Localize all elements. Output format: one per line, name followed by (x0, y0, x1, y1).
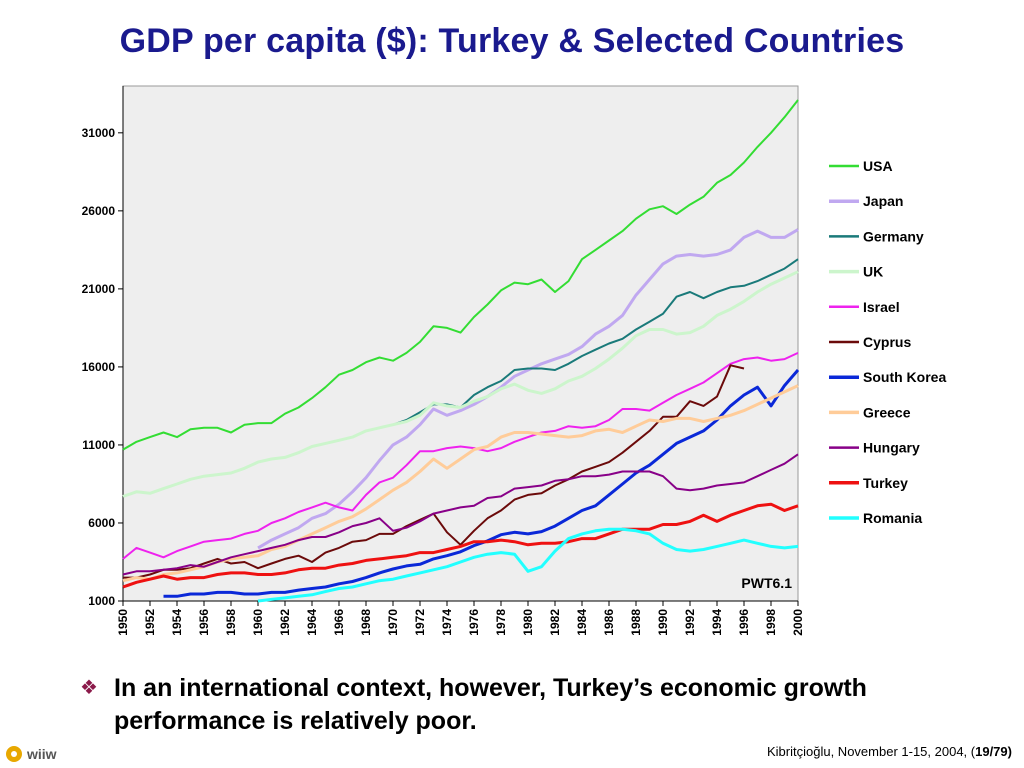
x-tick-label: 1996 (737, 609, 751, 636)
x-tick-label: 1960 (251, 609, 265, 636)
legend-label-romania: Romania (863, 510, 922, 526)
legend-label-south-korea: South Korea (863, 369, 946, 385)
logo-text: wiiw (27, 746, 57, 762)
y-tick-label: 6000 (88, 516, 115, 530)
series-line-japan (257, 228, 799, 550)
x-tick-label: 1958 (224, 609, 238, 636)
plot-area (122, 85, 799, 602)
chart-legend: USA Japan Germany UK Israel Cyprus South Korea… (829, 158, 946, 526)
series-line-greece (122, 384, 799, 583)
x-tick-label: 1972 (413, 609, 427, 636)
x-tick-label: 1982 (548, 609, 562, 636)
x-tick-label: 1968 (359, 609, 373, 636)
y-tick-label: 31000 (82, 126, 116, 140)
y-tick-label: 16000 (82, 360, 116, 374)
footer-close: ) (1007, 744, 1012, 759)
page-number: 19/79 (975, 744, 1008, 759)
legend-label-japan: Japan (863, 193, 903, 209)
slide-footer: Kibritçioğlu, November 1-15, 2004, (19/7… (767, 744, 1012, 759)
footer-text: Kibritçioğlu, November 1-15, 2004, ( (767, 744, 976, 759)
gdp-line-chart: 1000 6000 11000 16000 21000 26000 31000 1950 195… (82, 85, 946, 636)
x-tick-label: 1988 (629, 609, 643, 636)
source-note: PWT6.1 (741, 575, 792, 591)
x-tick-label: 1954 (170, 609, 184, 636)
x-tick-label: 1950 (116, 609, 130, 636)
legend-label-germany: Germany (863, 228, 924, 244)
series-line-usa (122, 99, 799, 451)
series-line-romania (257, 527, 799, 603)
logo-mark-icon (6, 746, 22, 762)
x-tick-label: 1964 (305, 609, 319, 636)
x-tick-label: 1966 (332, 609, 346, 636)
series-line-turkey (122, 502, 799, 589)
y-tick-label: 11000 (82, 438, 115, 452)
x-tick-label: 1992 (683, 609, 697, 636)
x-tick-label: 1978 (494, 609, 508, 636)
x-tick-label: 2000 (791, 609, 805, 636)
y-tick-label: 1000 (88, 594, 115, 608)
x-tick-label: 1980 (521, 609, 535, 636)
x-tick-label: 1956 (197, 609, 211, 636)
x-tick-label: 1984 (575, 609, 589, 636)
wiiw-logo: wiiw (6, 742, 57, 766)
diamond-bullet-icon: ❖ (80, 677, 98, 699)
x-tick-label: 1970 (386, 609, 400, 636)
legend-label-usa: USA (863, 158, 893, 174)
legend-label-cyprus: Cyprus (863, 334, 911, 350)
legend-label-hungary: Hungary (863, 440, 920, 456)
bullet-text: In an international context, however, Tu… (114, 674, 867, 735)
series-line-hungary (122, 453, 799, 576)
legend-label-greece: Greece (863, 404, 911, 420)
series-line-south-korea (163, 369, 800, 598)
x-tick-label: 1962 (278, 609, 292, 636)
x-tick-label: 1998 (764, 609, 778, 636)
y-tick-label: 21000 (82, 282, 116, 296)
legend-label-turkey: Turkey (863, 475, 908, 491)
x-tick-label: 1986 (602, 609, 616, 636)
x-tick-label: 1976 (467, 609, 481, 636)
series-line-uk (122, 270, 799, 498)
x-tick-label: 1974 (440, 609, 454, 636)
series-line-israel (122, 351, 799, 560)
x-tick-label: 1952 (143, 609, 157, 636)
y-tick-label: 26000 (82, 204, 116, 218)
legend-label-uk: UK (863, 264, 883, 280)
x-tick-label: 1994 (710, 609, 724, 636)
x-tick-label: 1990 (656, 609, 670, 636)
legend-label-israel: Israel (863, 299, 900, 315)
slide-title: GDP per capita ($): Turkey & Selected Co… (119, 22, 905, 60)
